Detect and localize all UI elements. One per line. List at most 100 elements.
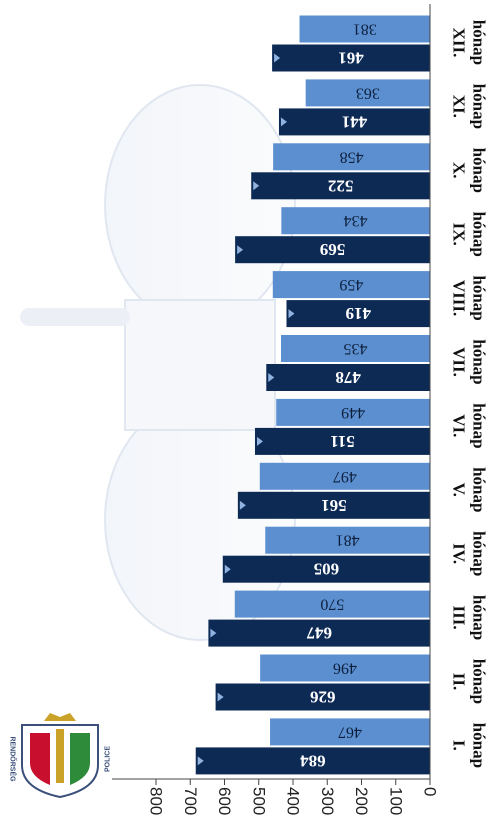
tick-label-7: 700 [181, 787, 200, 815]
bar-tip-6 [256, 436, 263, 446]
category-label-11-line-1: XI. [450, 95, 469, 118]
value-label-s2-8: 459 [339, 276, 363, 293]
value-label-s1-8: 419 [345, 304, 371, 323]
category-label-4-line-2: hónap [470, 531, 489, 576]
category-label-10-line-1: X. [450, 162, 469, 179]
bar-s2-9 [281, 207, 430, 235]
bar-tip-7 [268, 373, 275, 382]
value-label-s2-3: 570 [320, 596, 344, 613]
value-label-s2-4: 481 [336, 532, 360, 549]
category-label-8-line-2: hónap [470, 275, 489, 320]
bar-tip-10 [253, 181, 260, 191]
category-label-3-line-2: hónap [470, 595, 489, 640]
category-label-12-line-1: XII. [450, 28, 469, 58]
value-label-s2-1: 467 [338, 723, 362, 740]
value-labels-layer: 684 626 647 605 561 511 478 419 569 522 441 461 467 4… [300, 21, 380, 771]
tick-label-8: 800 [147, 787, 166, 815]
value-label-s2-10: 458 [340, 148, 364, 165]
category-label-2-line-2: hónap [470, 659, 489, 704]
value-label-s1-1: 684 [300, 751, 326, 770]
category-label-6-line-2: hónap [470, 403, 489, 448]
bar-tip-1 [197, 756, 204, 766]
value-label-s1-12: 461 [338, 49, 364, 68]
bar-s2-10 [273, 143, 430, 171]
tick-label-5: 500 [249, 787, 268, 815]
category-label-8-line-1: VIII. [450, 280, 469, 316]
category-label-7-line-2: hónap [470, 339, 489, 384]
tick-label-1: 100 [386, 787, 405, 815]
value-label-s1-4: 605 [314, 560, 340, 579]
value-label-s2-12: 381 [353, 21, 377, 38]
value-label-s1-2: 626 [310, 688, 336, 707]
bar-tip-9 [237, 245, 244, 255]
value-label-s1-7: 478 [335, 368, 361, 387]
bar-s1-6 [254, 427, 430, 455]
category-label-2-line-1: II. [450, 673, 469, 690]
value-label-s1-3: 647 [306, 624, 332, 643]
value-label-s1-11: 441 [342, 112, 368, 131]
bar-s1-10 [251, 172, 430, 200]
bar-s1-11 [278, 108, 430, 136]
bar-tip-11 [280, 117, 287, 127]
bar-s2-12 [299, 15, 430, 43]
bar-s2-3 [234, 590, 430, 618]
bar-tip-3 [210, 628, 217, 638]
value-label-s2-5: 497 [333, 468, 357, 485]
category-label-10-line-2: hónap [470, 148, 489, 193]
bars-layer [195, 15, 430, 775]
bar-s1-5 [237, 491, 430, 519]
police-emblem: RENDŐRSÉG POLICE [9, 713, 112, 799]
category-label-5-line-2: hónap [470, 467, 489, 512]
tick-label-3: 300 [318, 787, 337, 815]
category-label-12-line-2: hónap [470, 20, 489, 65]
bar-s2-11 [305, 79, 430, 107]
value-label-s2-7: 435 [344, 340, 368, 357]
value-label-s2-2: 496 [333, 660, 357, 677]
value-label-s2-6: 449 [341, 404, 365, 421]
bar-s1-1 [195, 747, 430, 775]
category-label-3-line-1: III. [450, 605, 469, 629]
value-label-s1-5: 561 [321, 496, 347, 515]
bar-s1-4 [222, 555, 430, 583]
bar-tip-12 [274, 53, 281, 63]
category-label-11-line-2: hónap [470, 84, 489, 129]
bar-s2-4 [265, 526, 430, 554]
bar-tip-4 [224, 564, 231, 574]
bar-s1-3 [208, 619, 430, 647]
tick-label-0: 0 [421, 787, 440, 796]
tick-label-4: 400 [284, 787, 303, 815]
category-label-4-line-1: IV. [450, 543, 469, 564]
bar-s1-2 [215, 683, 430, 711]
bar-s2-7 [281, 335, 430, 362]
svg-text:RENDŐRSÉG: RENDŐRSÉG [9, 736, 18, 782]
bar-s2-1 [270, 718, 430, 746]
category-label-9-line-1: IX. [450, 223, 469, 246]
value-label-s2-11: 363 [356, 84, 380, 101]
tick-label-2: 200 [352, 787, 371, 815]
bar-tip-8 [288, 309, 295, 319]
bar-s2-2 [260, 654, 430, 682]
bar-tip-5 [239, 500, 246, 510]
bar-s1-12 [272, 44, 430, 72]
category-label-6-line-1: VI. [450, 414, 469, 437]
category-label-5-line-1: V. [450, 483, 469, 497]
bar-tip-2 [217, 692, 224, 702]
bar-s2-8 [272, 271, 430, 299]
bar-s1-7 [266, 364, 430, 391]
value-label-s1-6: 511 [330, 432, 355, 451]
category-label-1-line-1: I. [450, 740, 469, 751]
category-label-9-line-2: hónap [470, 211, 489, 256]
category-label-7-line-1: VII. [450, 347, 469, 377]
tick-label-6: 600 [215, 787, 234, 815]
police-shield-icon: RENDŐRSÉG POLICE [9, 713, 112, 799]
value-axis: 0 100 200 300 400 500 600 700 800 [112, 4, 440, 815]
value-label-s1-9: 569 [320, 240, 346, 259]
svg-text:POLICE: POLICE [105, 746, 112, 772]
category-label-1-line-2: hónap [470, 723, 489, 768]
bar-s2-6 [276, 398, 430, 426]
bar-s1-9 [235, 236, 430, 264]
value-label-s1-10: 522 [328, 176, 354, 195]
bar-s2-5 [259, 462, 430, 490]
